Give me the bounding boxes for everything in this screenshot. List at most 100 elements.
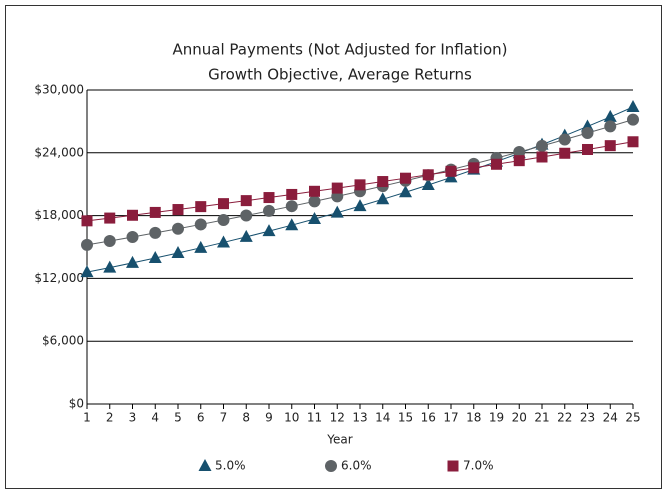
data-point (468, 162, 480, 174)
x-tick-label: 17 (443, 411, 458, 425)
legend-label: 5.0% (215, 459, 246, 473)
data-point (399, 185, 412, 198)
data-point (194, 240, 208, 253)
x-tick-label: 16 (421, 411, 436, 425)
chart-title: Annual Payments (Not Adjusted for Inflat… (172, 41, 507, 59)
data-point (558, 133, 571, 146)
legend-marker (447, 460, 459, 472)
x-tick-label: 21 (534, 411, 549, 425)
data-point (172, 204, 184, 216)
data-point (239, 229, 253, 242)
x-tick-label: 14 (375, 411, 390, 425)
data-point (263, 204, 275, 217)
chart-subtitle: Growth Objective, Average Returns (208, 66, 472, 84)
data-point (354, 179, 366, 191)
data-point (627, 113, 639, 126)
x-tick-label: 7 (220, 411, 228, 425)
x-tick-label: 8 (242, 411, 250, 425)
x-tick-label: 19 (489, 411, 504, 425)
data-point (240, 209, 253, 222)
data-point (377, 176, 389, 188)
data-point (491, 158, 502, 170)
x-tick-label: 22 (557, 411, 572, 425)
data-point (445, 165, 457, 177)
data-point (263, 192, 275, 204)
legend-label: 7.0% (463, 459, 494, 473)
data-point (127, 209, 138, 221)
data-point (103, 260, 117, 273)
data-point (353, 199, 367, 212)
data-point (80, 265, 94, 278)
y-tick-label: $30,000 (34, 83, 84, 97)
data-point (376, 192, 390, 205)
data-point (285, 200, 298, 213)
data-point (604, 120, 617, 133)
legend-label: 6.0% (341, 459, 372, 473)
data-point (513, 146, 526, 159)
data-point (194, 218, 207, 231)
frame (5, 5, 662, 489)
x-axis-label: Year (326, 433, 352, 447)
data-point (604, 140, 616, 152)
x-tick-label: 20 (512, 411, 527, 425)
y-tick-label: $18,000 (34, 208, 84, 222)
x-tick-label: 23 (580, 411, 595, 425)
x-tick-label: 12 (330, 411, 345, 425)
x-tick-label: 5 (174, 411, 182, 425)
data-point (103, 235, 116, 248)
data-point (285, 218, 299, 231)
data-point (104, 212, 116, 224)
data-point (308, 212, 321, 225)
data-point (218, 198, 229, 210)
data-point (148, 251, 162, 264)
data-point (81, 238, 93, 251)
legend-marker (325, 460, 337, 472)
x-tick-label: 11 (307, 411, 322, 425)
data-point (559, 147, 571, 159)
data-point (149, 226, 162, 239)
x-tick-label: 4 (151, 411, 159, 425)
data-point (195, 201, 207, 213)
data-point (217, 235, 230, 248)
y-tick-label: $24,000 (34, 145, 84, 159)
y-tick-label: $12,000 (34, 271, 84, 285)
data-point (240, 195, 252, 207)
data-point (330, 205, 344, 218)
data-point (626, 100, 640, 113)
data-point (126, 231, 139, 244)
x-tick-label: 18 (466, 411, 481, 425)
data-point (331, 182, 343, 194)
data-point (308, 195, 321, 208)
data-point (581, 127, 594, 140)
data-point (286, 188, 298, 200)
x-tick-label: 13 (352, 411, 367, 425)
x-tick-label: 1 (83, 411, 91, 425)
data-point (172, 222, 184, 235)
x-tick-label: 3 (129, 411, 137, 425)
data-point (536, 139, 548, 152)
x-tick-label: 2 (106, 411, 114, 425)
data-point (536, 151, 548, 163)
data-point (149, 206, 161, 218)
data-point (262, 224, 276, 237)
x-tick-label: 15 (398, 411, 413, 425)
x-tick-label: 25 (625, 411, 640, 425)
x-tick-label: 6 (197, 411, 205, 425)
data-point (171, 246, 185, 259)
data-point (126, 255, 139, 268)
data-point (421, 177, 435, 190)
data-point (422, 169, 434, 181)
x-tick-label: 9 (265, 411, 273, 425)
data-point (81, 215, 93, 227)
x-tick-label: 10 (284, 411, 299, 425)
data-point (582, 143, 593, 155)
data-point (513, 155, 525, 167)
y-tick-label: $6,000 (42, 334, 84, 348)
data-point (217, 214, 230, 227)
x-tick-label: 24 (603, 411, 618, 425)
data-point (400, 172, 411, 184)
legend-marker (198, 459, 212, 471)
y-tick-label: $0 (69, 397, 84, 411)
data-point (627, 136, 639, 148)
